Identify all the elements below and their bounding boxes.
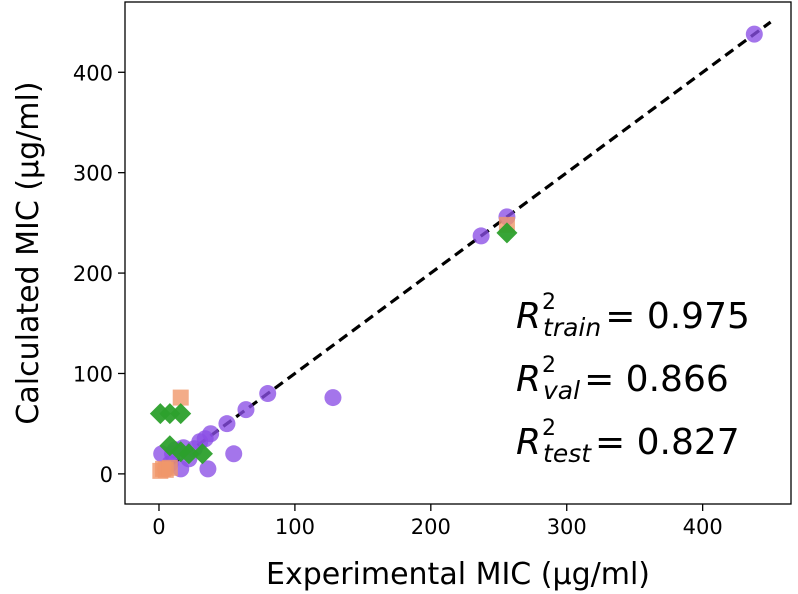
- r2-symbol: R: [516, 422, 541, 463]
- r2-subscript: val: [543, 376, 580, 405]
- identity-reference-line: [158, 20, 772, 476]
- train-point: [745, 25, 763, 43]
- y-tick-label: 200: [73, 262, 113, 286]
- test-point: [159, 403, 181, 425]
- x-tick-label: 200: [411, 515, 451, 539]
- x-axis-title: Experimental MIC (μg/ml): [266, 557, 650, 592]
- train-point: [324, 389, 342, 407]
- test-point: [178, 443, 200, 465]
- test-point: [191, 443, 213, 465]
- train-point: [259, 385, 277, 403]
- r2-superscript: 2: [542, 353, 556, 378]
- validation-point: [161, 459, 178, 476]
- validation-point: [172, 389, 189, 406]
- train-point: [225, 445, 243, 463]
- r2-value: = 0.866: [584, 359, 729, 400]
- marker-layer: [149, 25, 763, 479]
- plot-frame: [124, 1, 792, 505]
- r2-annotation: R2 train = 0.975: [516, 290, 750, 342]
- test-point: [170, 403, 192, 425]
- train-point: [237, 401, 255, 419]
- y-tick-label: 400: [73, 61, 113, 85]
- r2-value: = 0.827: [595, 422, 740, 463]
- r2-subscript: train: [543, 313, 601, 342]
- y-tick-label: 300: [73, 162, 113, 186]
- x-tick-label: 0: [152, 515, 165, 539]
- r2-symbol: R: [516, 359, 541, 400]
- x-axis-ticks: 0 100 200 300 400: [152, 504, 723, 539]
- train-point: [218, 415, 236, 433]
- y-axis-ticks: 0 100 200 300 400: [73, 61, 125, 487]
- x-tick-label: 100: [275, 515, 315, 539]
- reference-line-layer: [158, 20, 772, 476]
- x-tick-label: 400: [683, 515, 723, 539]
- y-tick-label: 0: [100, 463, 113, 487]
- x-tick-label: 300: [547, 515, 587, 539]
- r2-symbol: R: [516, 296, 541, 337]
- train-point: [472, 227, 490, 245]
- train-point: [202, 425, 220, 443]
- y-axis-title: Calculated MIC (μg/ml): [11, 81, 46, 424]
- r2-subscript: test: [543, 439, 592, 468]
- r2-annotation: R2 val = 0.866: [516, 353, 729, 405]
- test-point: [496, 222, 518, 244]
- r2-superscript: 2: [542, 290, 556, 315]
- y-tick-label: 100: [73, 362, 113, 386]
- r2-superscript: 2: [542, 416, 556, 441]
- r2-value: = 0.975: [605, 296, 750, 337]
- train-point: [199, 460, 217, 478]
- r2-annotation: R2 test = 0.827: [516, 416, 740, 468]
